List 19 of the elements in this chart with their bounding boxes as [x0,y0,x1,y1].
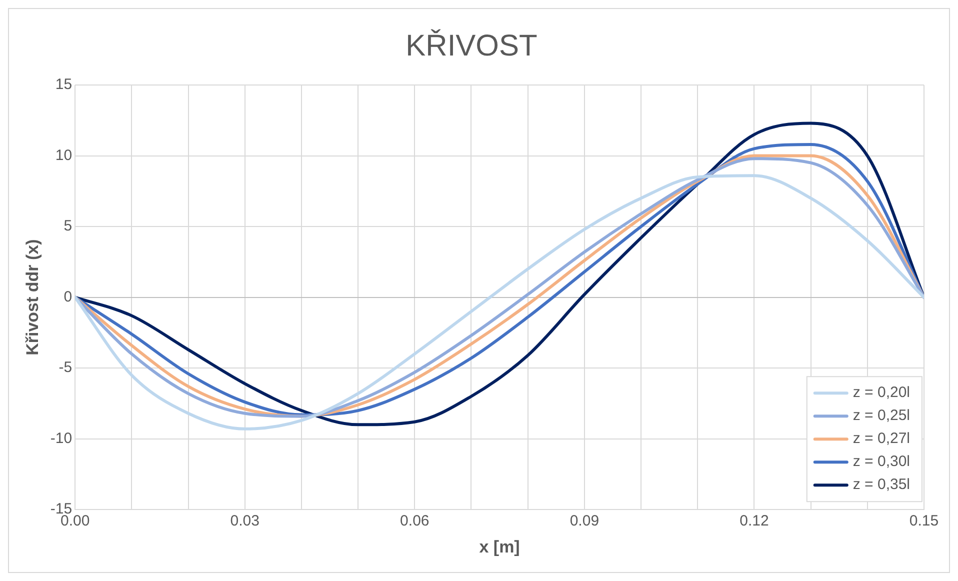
y-tick-label: 10 [55,146,72,164]
y-tick-label: 15 [55,76,72,94]
y-tick-label: 5 [64,218,72,235]
y-tick-label: -10 [50,430,72,447]
x-axis-title: x [m] [479,537,520,556]
legend-label: z = 0,35l [852,476,910,494]
legend-label: z = 0,27l [852,430,910,448]
x-tick-label: 0.09 [570,512,600,530]
y-tick-label: -5 [58,359,72,376]
x-tick-label: 0.06 [400,512,430,530]
legend-label: z = 0,30l [852,453,910,470]
y-axis-title: Křivost ddr (x) [22,239,42,356]
legend-label: z = 0,25l [852,407,910,424]
legend-label: z = 0,20l [852,384,910,402]
chart-title: KŘIVOST [406,28,538,62]
y-tick-label: 0 [64,288,72,306]
x-tick-label: 0.03 [230,512,260,530]
x-tick-label: 0.12 [740,512,769,530]
x-tick-label: 0.15 [909,512,939,530]
